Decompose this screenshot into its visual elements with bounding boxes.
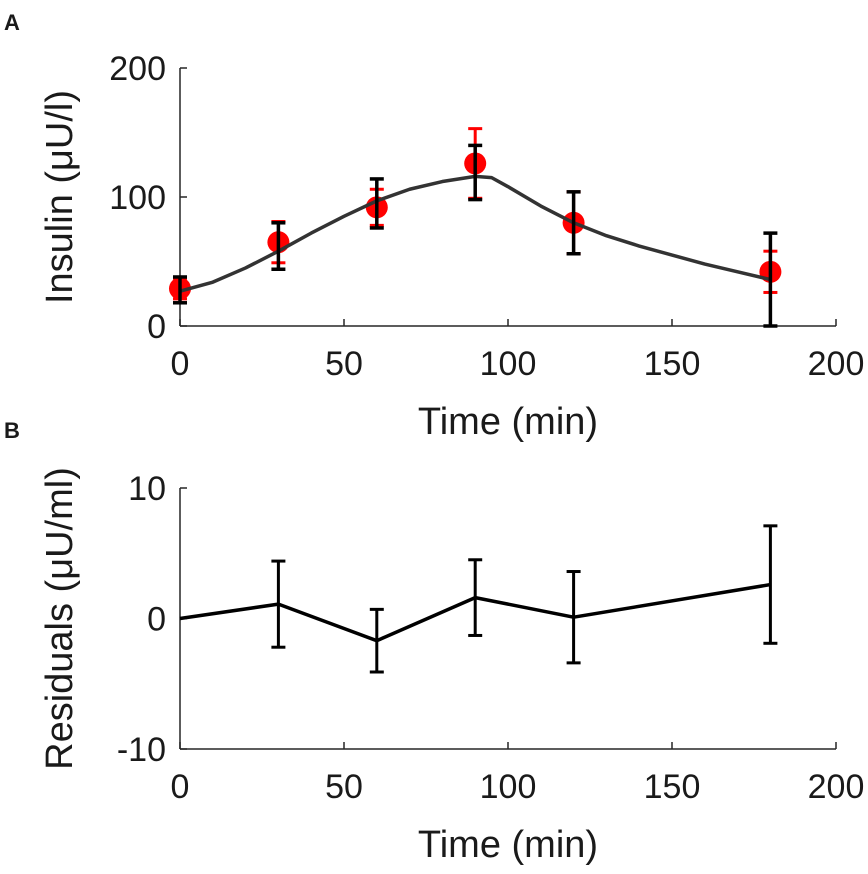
x-axis-label-b: Time (min) (418, 824, 598, 866)
y-tick-label-a: 0 (147, 308, 166, 346)
x-tick-label-a: 50 (325, 345, 363, 383)
x-tick-label-b: 150 (644, 768, 701, 806)
fit-line (179, 174, 771, 293)
y-axis-label-b: Residuals (μU/ml) (39, 467, 81, 770)
y-tick-label-b: 10 (128, 470, 166, 508)
x-tick-label-b: 100 (480, 768, 537, 806)
panel-label-a: A (4, 10, 20, 35)
x-tick-label-a: 100 (480, 345, 537, 383)
x-tick-label-a: 0 (171, 345, 190, 383)
panel-a: 0 50 100 150 200 0 100 200 Time (min) Insulin (μU… (39, 50, 864, 443)
y-tick-label-b: -10 (117, 731, 166, 769)
y-tick-label-b: 0 (147, 601, 166, 639)
x-tick-label-b: 200 (808, 768, 865, 806)
x-tick-label-b: 0 (171, 768, 190, 806)
panel-label-b: B (4, 418, 20, 443)
y-tick-label-a: 100 (109, 179, 166, 217)
y-tick-label-a: 200 (109, 50, 166, 88)
x-tick-label-a: 150 (644, 345, 701, 383)
residual-line (179, 582, 771, 643)
x-tick-label-b: 50 (325, 768, 363, 806)
x-axis-label-a: Time (min) (418, 401, 598, 443)
y-axis-label-a: Insulin (μU/l) (39, 90, 81, 304)
x-tick-label-a: 200 (808, 345, 865, 383)
